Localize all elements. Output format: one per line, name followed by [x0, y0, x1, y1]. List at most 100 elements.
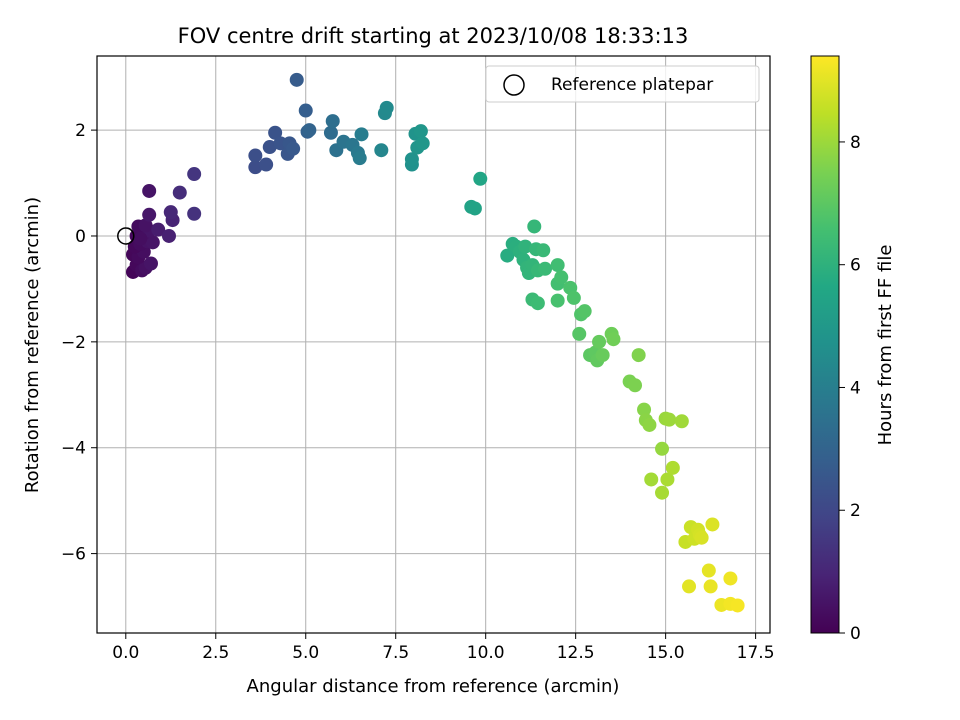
data-point — [554, 270, 569, 285]
data-point — [143, 256, 158, 271]
data-point — [674, 414, 689, 429]
data-point — [662, 412, 677, 427]
data-point — [518, 239, 533, 254]
legend-box — [485, 65, 760, 103]
data-point — [536, 243, 551, 258]
y-axis-label: Rotation from reference (arcmin) — [22, 197, 43, 493]
data-point — [730, 598, 745, 613]
x-tick-label: 15.0 — [647, 643, 685, 663]
data-point — [352, 151, 367, 166]
data-point — [550, 293, 565, 308]
data-point — [286, 141, 301, 156]
data-point — [473, 171, 488, 186]
colorbar-tick-label: 6 — [850, 256, 861, 276]
x-tick-label: 10.0 — [467, 643, 505, 663]
data-point — [354, 127, 369, 142]
data-point — [374, 143, 389, 158]
grid — [97, 56, 770, 633]
y-tick-label: −2 — [61, 333, 86, 353]
legend-reference-marker — [503, 74, 525, 96]
data-point — [572, 326, 587, 341]
data-point — [415, 136, 430, 151]
data-point — [703, 579, 718, 594]
data-point — [298, 103, 313, 118]
colorbar — [810, 55, 840, 634]
data-point — [248, 148, 263, 163]
data-point — [538, 261, 553, 276]
colorbar-tick-label: 2 — [850, 501, 861, 521]
data-point — [637, 402, 652, 417]
chart-title: FOV centre drift starting at 2023/10/08 … — [178, 24, 689, 48]
data-point — [133, 231, 148, 246]
data-point — [145, 235, 160, 250]
data-point — [530, 296, 545, 311]
colorbar-ticks: 0 2 4 6 8 — [839, 133, 861, 644]
data-point — [642, 417, 657, 432]
data-point — [323, 125, 338, 140]
data-point — [262, 140, 277, 155]
data-point — [631, 348, 646, 363]
plot-frame — [96, 55, 771, 634]
data-point — [701, 563, 716, 578]
x-tick-label: 17.5 — [737, 643, 775, 663]
data-point — [325, 114, 340, 129]
data-point — [187, 167, 202, 182]
data-point — [655, 441, 670, 456]
y-tick-label: 0 — [75, 227, 86, 247]
y-tick-label: −6 — [61, 545, 86, 565]
legend: Reference platepar — [485, 65, 760, 103]
data-point — [660, 472, 675, 487]
data-point — [550, 258, 565, 273]
x-tick-label: 12.5 — [557, 643, 595, 663]
data-point — [268, 125, 283, 140]
data-point — [413, 124, 428, 139]
data-point — [595, 348, 610, 363]
y-tick-label: 2 — [75, 121, 86, 141]
data-point — [655, 485, 670, 500]
data-point — [694, 530, 709, 545]
legend-label: Reference platepar — [551, 75, 713, 95]
data-point — [142, 183, 157, 198]
colorbar-tick-label: 0 — [850, 624, 861, 644]
data-point — [577, 304, 592, 319]
data-point — [302, 123, 317, 138]
reference-platepar-marker — [117, 227, 135, 245]
data-point — [628, 378, 643, 393]
data-point — [665, 460, 680, 475]
data-point — [151, 222, 166, 237]
y-tick-label: −4 — [61, 439, 86, 459]
data-point — [644, 472, 659, 487]
data-point — [682, 579, 697, 594]
colorbar-tick-label: 8 — [850, 133, 861, 153]
data-point — [467, 201, 482, 216]
data-point — [566, 290, 581, 305]
data-point — [172, 185, 187, 200]
data-point — [404, 152, 419, 167]
x-tick-label: 7.5 — [382, 643, 409, 663]
data-point — [187, 206, 202, 221]
data-point — [142, 207, 157, 222]
data-point — [527, 219, 542, 234]
data-point — [138, 218, 153, 233]
data-point — [259, 157, 274, 172]
x-tick-label: 5.0 — [292, 643, 319, 663]
y-axis-ticks: 2 0 −2 −4 −6 — [61, 121, 97, 565]
x-axis-label: Angular distance from reference (arcmin) — [247, 676, 620, 697]
data-point — [161, 228, 176, 243]
data-point — [248, 160, 263, 175]
data-point — [723, 571, 738, 586]
data-point — [592, 334, 607, 349]
data-point — [606, 332, 621, 347]
data-point — [163, 205, 178, 220]
x-tick-label: 2.5 — [202, 643, 229, 663]
x-axis-ticks: 0.0 2.5 5.0 7.5 10.0 12.5 15.0 17.5 — [112, 633, 775, 663]
data-points — [125, 72, 745, 613]
data-point — [705, 517, 720, 532]
data-point — [379, 100, 394, 115]
x-tick-label: 0.0 — [112, 643, 139, 663]
data-point — [289, 72, 304, 87]
data-point — [500, 248, 515, 263]
colorbar-label: Hours from first FF file — [875, 245, 896, 446]
colorbar-tick-label: 4 — [850, 378, 861, 398]
